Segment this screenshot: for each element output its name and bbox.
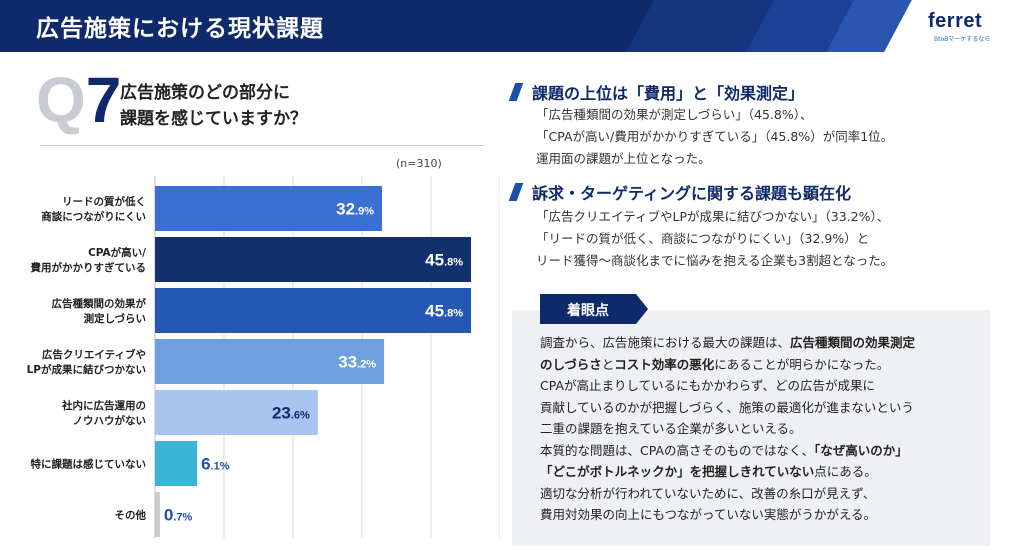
focus-panel: [512, 310, 990, 546]
value-label: 0.7%: [164, 506, 193, 525]
value-label: 23.6%: [272, 404, 310, 423]
focus-text-segment: 二重の課題を抱えている企業が多いといえる。: [540, 421, 802, 436]
focus-emphasis: 「どこがボトルネックか」を把握しきれていない: [540, 464, 815, 479]
focus-text-segment: 適切な分析が行われていないために、改善の糸口が見えず、: [540, 485, 876, 501]
divider: [40, 145, 484, 146]
focus-text-segment: 費用対効果の向上にもつながっていない実態がうかがえる。: [540, 507, 877, 522]
focus-line: のしづらさとコスト効率の悪化にあることが明らかになった。: [540, 354, 915, 376]
focus-text-segment: と: [601, 356, 615, 372]
focus-line: CPAが高止まりしているにもかかわらず、どの広告が成果に: [540, 375, 915, 397]
value-label: 45.8%: [425, 302, 463, 321]
value-label: 32.9%: [336, 200, 374, 219]
focus-text-segment: にあることが明らかになった。: [714, 356, 890, 372]
category-label: 広告クリエイティブや: [42, 348, 146, 361]
finding-heading: 課題の上位は「費用」と「効果測定」: [508, 80, 805, 104]
question-number: Q7: [36, 68, 121, 132]
focus-line: 適切な分析が行われていないために、改善の糸口が見えず、: [540, 483, 915, 505]
value-label: 45.8%: [425, 251, 463, 270]
focus-text-segment: CPAが高止まりしているにもかかわらず、どの広告が成果に: [540, 378, 876, 393]
logo[interactable]: ferret BtoBマーケするなら: [920, 0, 1024, 52]
logo-text: ferret: [928, 10, 983, 32]
category-label: 社内に広告運用の: [61, 399, 146, 412]
focus-text-segment: 本質的な問題は、CPAの高さそのものではなく、: [540, 442, 815, 458]
focus-emphasis: 「なぜ高いのか」: [814, 442, 908, 458]
focus-line: 本質的な問題は、CPAの高さそのものではなく、「なぜ高いのか」: [540, 440, 915, 462]
finding-line: 「広告種類間の効果が測定しづらい」（45.8%）、: [536, 107, 813, 122]
finding-line: リード獲得〜商談化までに悩みを抱える企業も3割超となった。: [536, 253, 894, 268]
category-label: 商談につながりにくい: [41, 210, 146, 223]
category-label: 特に課題は感じていない: [31, 458, 147, 471]
header-bar: 広告施策における現状課題 ferret BtoBマーケするなら: [0, 0, 1024, 52]
finding-line: 「リードの質が低く、商談につながりにくい」（32.9%）と: [536, 231, 870, 246]
focus-tag-label: 着眼点: [567, 303, 609, 319]
finding-heading-text: 課題の上位は「費用」と「効果測定」: [532, 84, 805, 103]
focus-text-segment: 点にある。: [814, 464, 877, 479]
logo-tagline: BtoBマーケするなら: [934, 36, 991, 43]
bar: [155, 237, 472, 282]
focus-tag: 着眼点: [540, 294, 650, 324]
focus-line: 二重の課題を抱えている企業が多いといえる。: [540, 418, 915, 440]
bar: [155, 288, 472, 333]
finding-heading-text: 訴求・ターゲティングに関する課題も顕在化: [532, 184, 852, 203]
category-label: 費用がかかりすぎている: [31, 261, 147, 274]
question-digit: 7: [85, 64, 122, 136]
finding-body: 「広告種類間の効果が測定しづらい」（45.8%）、 「CPAが高い/費用がかかり…: [536, 104, 893, 170]
sample-size: (n=310): [396, 157, 442, 170]
category-label: リードの質が低く: [62, 195, 146, 208]
finding-line: 運用面の課題が上位となった。: [536, 151, 711, 166]
category-label: LPが成果に結びつかない: [27, 363, 146, 376]
category-label: 広告種類間の効果が: [52, 297, 147, 310]
question-text: 広告施策のどの部分に 課題を感じていますか？: [120, 80, 307, 132]
question-line: 広告施策のどの部分に: [120, 83, 290, 103]
slash-marker: [508, 83, 524, 101]
value-label: 6.1%: [201, 455, 230, 474]
category-label: 測定しづらい: [84, 312, 146, 325]
focus-emphasis: のしづらさ: [540, 356, 602, 372]
focus-text-segment: 調査から、広告施策における最大の課題は、: [540, 335, 791, 350]
question-line: 課題を感じていますか？: [120, 109, 307, 129]
focus-tag-bg: [540, 294, 636, 324]
bar: [155, 186, 383, 231]
focus-tag-arrow: [636, 294, 648, 324]
category-label: CPAが高い/: [88, 246, 146, 259]
focus-line: 貢献しているのかが把握しづらく、施策の最適化が進まないという: [540, 397, 915, 419]
bar: [155, 492, 160, 537]
bar: [155, 441, 198, 486]
value-label: 33.2%: [338, 353, 376, 372]
focus-line: 調査から、広告施策における最大の課題は、広告種類間の効果測定: [540, 332, 915, 354]
slash-marker: [508, 183, 524, 201]
finding-line: 「広告クリエイティブやLPが成果に結びつかない」（33.2%）、: [536, 209, 890, 224]
finding-body: 「広告クリエイティブやLPが成果に結びつかない」（33.2%）、 「リードの質が…: [536, 206, 893, 272]
category-label: ノウハウがない: [73, 414, 147, 427]
question-letter: Q: [36, 64, 86, 136]
focus-emphasis: 広告種類間の効果測定: [790, 335, 916, 350]
focus-text: 調査から、広告施策における最大の課題は、広告種類間の効果測定 のしづらさとコスト効…: [540, 332, 915, 526]
category-label: その他: [115, 509, 147, 522]
focus-emphasis: コスト効率の悪化: [614, 356, 715, 372]
focus-text-segment: 貢献しているのかが把握しづらく、施策の最適化が進まないという: [540, 399, 914, 415]
bar: [155, 390, 318, 435]
focus-line: 「どこがボトルネックか」を把握しきれていない点にある。: [540, 461, 915, 483]
finding-heading: 訴求・ターゲティングに関する課題も顕在化: [508, 180, 852, 204]
bar: [155, 339, 385, 384]
focus-line: 費用対効果の向上にもつながっていない実態がうかがえる。: [540, 504, 915, 526]
finding-line: 「CPAが高い/費用がかかりすぎている」（45.8%）が同率1位。: [536, 129, 894, 144]
page-title: 広告施策における現状課題: [36, 16, 324, 42]
